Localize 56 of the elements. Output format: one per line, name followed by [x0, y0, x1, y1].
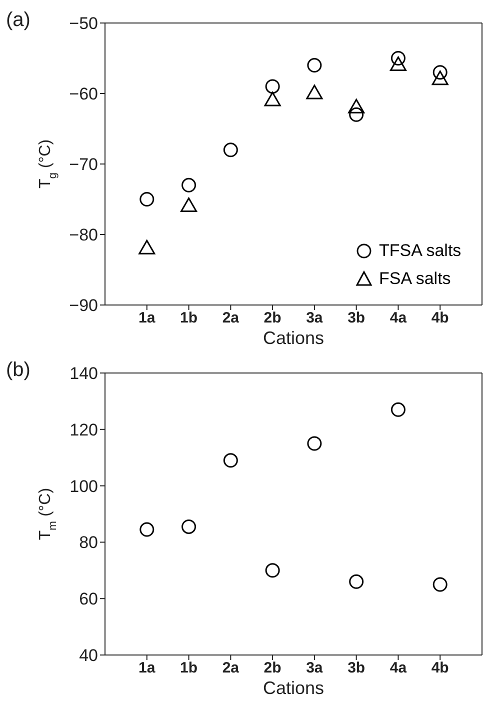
x-tick-label: 2a — [222, 660, 240, 677]
point — [432, 65, 448, 80]
x-tick-label: 1a — [138, 310, 156, 327]
y-tick-label: 40 — [79, 646, 98, 666]
y-tick-label: 100 — [70, 476, 98, 496]
point — [432, 577, 448, 592]
x-tick-label: 2b — [264, 660, 282, 677]
y-tick-label: 120 — [70, 420, 98, 440]
point — [138, 240, 156, 254]
point — [307, 436, 322, 451]
x-axis-title: Cations — [262, 678, 324, 698]
y-tick-label: −60 — [69, 84, 98, 104]
point — [182, 178, 196, 192]
point — [223, 142, 238, 158]
point — [265, 79, 280, 94]
point — [349, 574, 364, 589]
y-tick-label: −50 — [69, 14, 98, 34]
x-tick-label: 1b — [180, 310, 198, 327]
chart-title: (a) — [6, 9, 30, 31]
point — [140, 192, 154, 206]
point — [390, 51, 406, 66]
point — [180, 198, 198, 212]
y-tick-label: 80 — [79, 533, 98, 552]
point — [140, 522, 154, 537]
x-tick-label: 4b — [431, 660, 449, 677]
x-tick-label: 2b — [264, 310, 282, 327]
x-tick-label: 1a — [138, 660, 156, 677]
point — [349, 107, 364, 122]
x-tick-label: 3a — [306, 660, 324, 677]
point — [223, 453, 238, 468]
x-tick-label: 3b — [348, 660, 366, 677]
point — [306, 84, 323, 100]
point — [265, 563, 280, 578]
x-axis-title: Cations — [262, 328, 324, 348]
x-tick-label: 4a — [390, 310, 408, 327]
y-tick-label: −80 — [69, 226, 98, 245]
point — [432, 70, 448, 86]
x-tick-label: 4b — [431, 310, 449, 327]
y-tick-label: −90 — [69, 296, 98, 316]
x-tick-label: 1b — [180, 660, 198, 677]
point — [307, 58, 322, 73]
y-tick-label: 140 — [70, 364, 98, 384]
y-tick-label: 60 — [79, 590, 98, 609]
x-tick-label: 2a — [222, 310, 240, 327]
point — [390, 56, 406, 72]
chart-title: (b) — [6, 359, 30, 381]
point — [264, 92, 281, 106]
point — [390, 402, 406, 417]
x-tick-label: 3a — [306, 310, 324, 327]
legend-label: FSA salts — [379, 268, 451, 290]
x-tick-label: 3b — [348, 310, 366, 327]
y-tick-label: −70 — [69, 155, 98, 174]
point — [182, 519, 196, 534]
x-tick-label: 4a — [390, 660, 408, 677]
legend-label: TFSA salts — [379, 240, 462, 262]
point — [348, 98, 365, 114]
